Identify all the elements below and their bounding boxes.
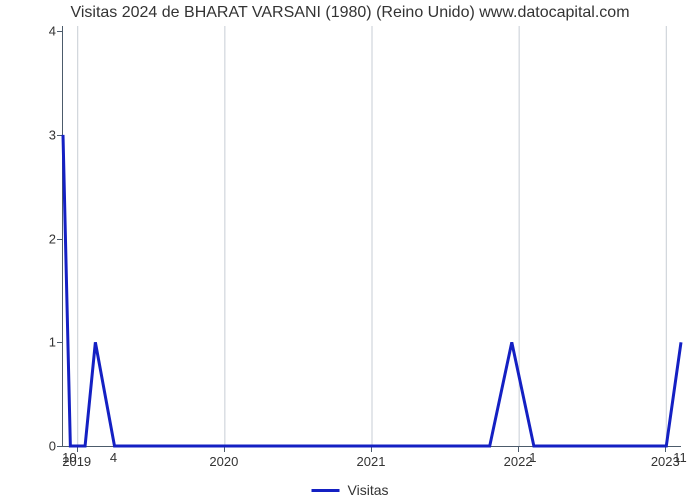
x-tick-label: 2020: [209, 454, 238, 469]
y-tick-label: 3: [26, 127, 56, 142]
chart-container: Visitas 2024 de BHARAT VARSANI (1980) (R…: [0, 0, 700, 500]
x-tick-label: 2021: [357, 454, 386, 469]
y-tick-label: 4: [26, 24, 56, 39]
point-label: 1: [529, 450, 536, 465]
y-tick-label: 2: [26, 231, 56, 246]
plot-area: [62, 26, 681, 447]
y-tick-label: 0: [26, 439, 56, 454]
point-label: 11: [673, 450, 687, 465]
y-tick-label: 1: [26, 335, 56, 350]
point-label: 4: [110, 450, 117, 465]
chart-title: Visitas 2024 de BHARAT VARSANI (1980) (R…: [0, 4, 700, 22]
legend: Visitas: [312, 482, 389, 498]
legend-swatch: [312, 489, 340, 492]
series-line: [63, 26, 681, 446]
point-label: 10: [62, 450, 76, 465]
legend-label: Visitas: [348, 482, 389, 498]
